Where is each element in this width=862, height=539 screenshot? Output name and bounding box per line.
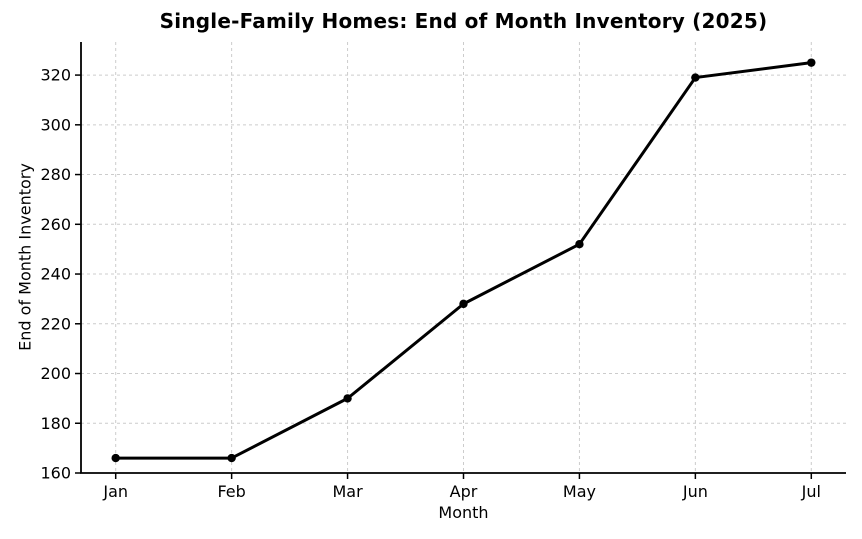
data-point bbox=[343, 394, 352, 403]
y-tick-label: 300 bbox=[40, 115, 71, 134]
data-point bbox=[111, 453, 120, 463]
y-tick-label: 320 bbox=[40, 66, 71, 85]
x-tick-label: Mar bbox=[332, 482, 363, 501]
x-axis-label: Month bbox=[438, 503, 489, 522]
y-tick-label: 280 bbox=[40, 165, 71, 184]
y-tick-label: 180 bbox=[40, 414, 71, 433]
x-tick-label: Jan bbox=[102, 482, 128, 501]
x-tick-label: Jun bbox=[682, 482, 708, 501]
x-tick-label: Apr bbox=[450, 482, 478, 501]
x-tick-label: Jul bbox=[801, 482, 821, 501]
y-tick-label: 200 bbox=[40, 364, 71, 383]
x-tick-label: May bbox=[563, 482, 596, 501]
data-point bbox=[459, 299, 468, 309]
chart-title: Single-Family Homes: End of Month Invent… bbox=[159, 9, 768, 33]
data-point bbox=[227, 453, 236, 463]
y-tick-label: 220 bbox=[40, 314, 71, 333]
y-tick-label: 240 bbox=[40, 265, 71, 284]
y-tick-label: 260 bbox=[40, 215, 71, 234]
y-tick-label: 160 bbox=[40, 464, 71, 483]
x-tick-label: Feb bbox=[217, 482, 245, 501]
y-axis-label: End of Month Inventory bbox=[15, 163, 35, 351]
data-point bbox=[691, 73, 700, 82]
data-point bbox=[807, 58, 816, 67]
data-point bbox=[575, 239, 584, 249]
